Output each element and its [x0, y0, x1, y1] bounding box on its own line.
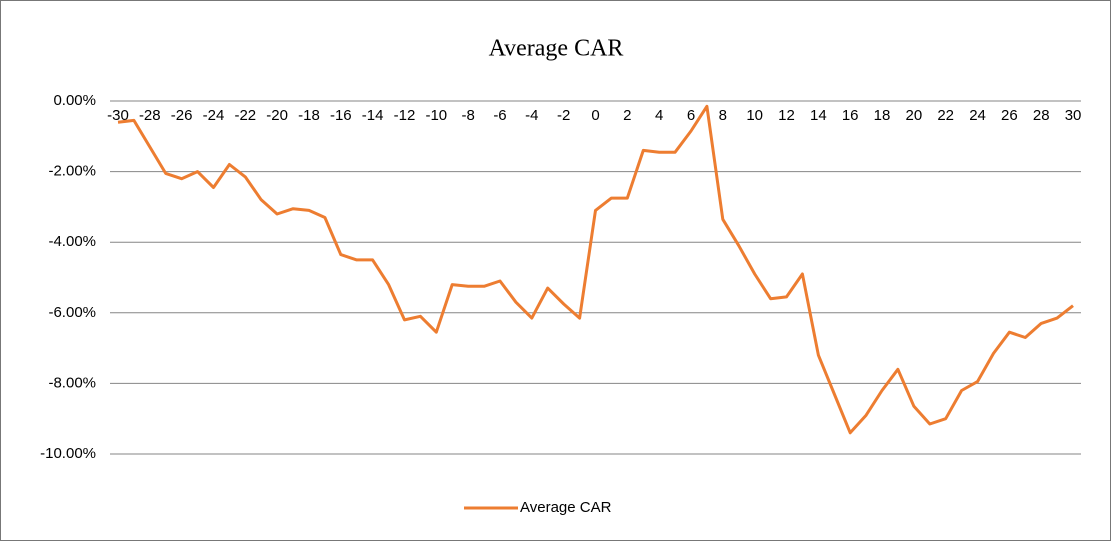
x-tick-label: -6: [493, 107, 506, 124]
x-tick-label: 30: [1065, 107, 1082, 124]
y-tick-label: -4.00%: [48, 233, 96, 250]
y-tick-label: -2.00%: [48, 163, 96, 180]
y-tick-label: -8.00%: [48, 374, 96, 391]
x-tick-label: -30: [107, 107, 129, 124]
x-tick-label: 2: [623, 107, 631, 124]
x-tick-label: 26: [1001, 107, 1018, 124]
x-tick-label: 24: [969, 107, 986, 124]
x-tick-label: -2: [557, 107, 570, 124]
x-tick-label: 0: [591, 107, 599, 124]
x-tick-label: 20: [906, 107, 923, 124]
x-tick-label: 6: [687, 107, 695, 124]
x-tick-label: -4: [525, 107, 538, 124]
x-tick-label: -20: [266, 107, 288, 124]
x-tick-label: -24: [203, 107, 225, 124]
series-line: [117, 104, 1074, 435]
x-tick-label: 8: [719, 107, 727, 124]
x-tick-label: 28: [1033, 107, 1050, 124]
x-tick-label: -14: [362, 107, 384, 124]
x-tick-label: 12: [778, 107, 795, 124]
chart-title: Average CAR: [489, 36, 624, 62]
x-tick-label: 22: [937, 107, 954, 124]
y-tick-label: -10.00%: [40, 445, 96, 462]
x-tick-label: 14: [810, 107, 827, 124]
x-tick-label: -18: [298, 107, 320, 124]
x-tick-label: -26: [171, 107, 193, 124]
x-tick-label: 10: [746, 107, 763, 124]
x-tick-label: -28: [139, 107, 161, 124]
x-tick-label: -12: [394, 107, 416, 124]
y-tick-label: -6.00%: [48, 304, 96, 321]
x-tick-label: 16: [842, 107, 859, 124]
x-tick-label: -22: [234, 107, 256, 124]
x-tick-label: 4: [655, 107, 663, 124]
x-tick-label: 18: [874, 107, 891, 124]
legend-label: Average CAR: [520, 499, 612, 516]
x-tick-label: -8: [461, 107, 474, 124]
y-tick-label: 0.00%: [53, 92, 96, 109]
x-tick-label: -10: [425, 107, 447, 124]
x-tick-label: -16: [330, 107, 352, 124]
